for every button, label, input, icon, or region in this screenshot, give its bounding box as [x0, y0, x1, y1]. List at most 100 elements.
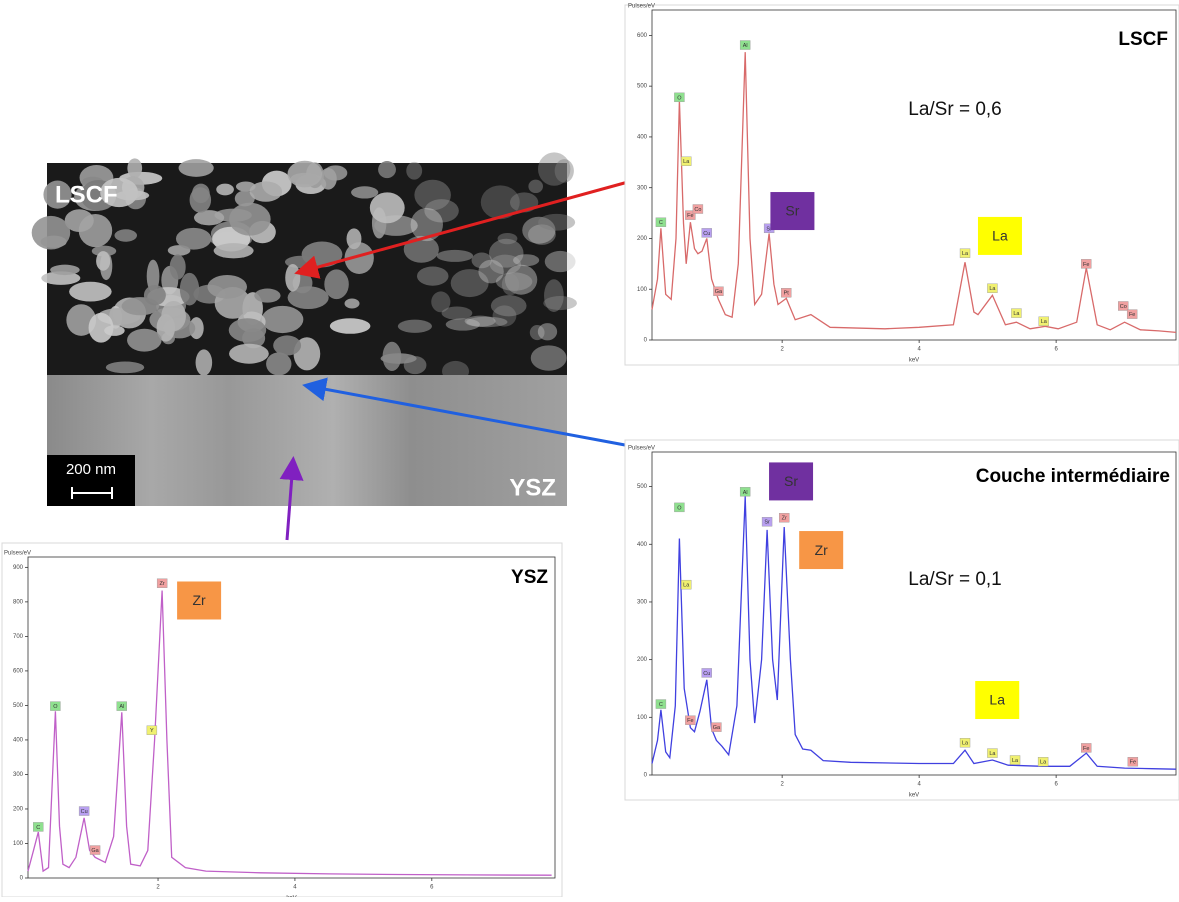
grain [91, 245, 117, 257]
grain [50, 264, 80, 276]
element-tag [987, 283, 998, 293]
sem-image: LSCF YSZ 200 nm [31, 152, 577, 506]
element-box-label: La [989, 692, 1005, 708]
y-tick-label: 500 [637, 84, 648, 90]
grain [189, 187, 212, 213]
grain [175, 227, 212, 250]
grain [143, 284, 166, 306]
grain [436, 249, 474, 262]
element-tag [987, 748, 998, 758]
element-tag [655, 217, 667, 227]
element-tag [1037, 757, 1049, 767]
y-tick-label: 300 [637, 185, 648, 191]
element-tag [1011, 308, 1022, 318]
x-tick-label: 4 [917, 347, 921, 353]
grain [195, 349, 213, 376]
element-tag-label: O [677, 505, 682, 511]
element-tag [116, 701, 127, 711]
grain [492, 305, 517, 327]
element-tag [681, 579, 692, 590]
y-axis-label: Pulses/eV [4, 551, 31, 557]
grain [445, 318, 480, 331]
element-box [975, 681, 1020, 720]
element-tag [89, 845, 101, 855]
x-axis-label: keV [909, 793, 919, 799]
element-tag-label: Cu [703, 671, 710, 677]
grain [431, 291, 451, 313]
grain [228, 318, 267, 342]
element-tag [1081, 743, 1092, 753]
chart-title: Couche intermédiaire [976, 466, 1170, 487]
grain [273, 335, 302, 356]
plot-area [651, 451, 1177, 776]
grain [114, 229, 138, 242]
grain [414, 179, 451, 211]
chart-title: LSCF [1118, 29, 1168, 50]
grain [537, 323, 558, 341]
y-tick-label: 300 [13, 772, 24, 778]
grain [554, 159, 574, 183]
x-tick-label: 4 [293, 885, 297, 891]
element-tag [674, 92, 685, 103]
element-tag-label: Al [743, 43, 748, 49]
grain [466, 316, 508, 328]
grain [380, 353, 417, 364]
grain [329, 318, 371, 334]
element-tag [1118, 301, 1129, 311]
grain [229, 343, 269, 364]
element-tag-label: Zr [160, 581, 165, 587]
element-box [799, 531, 844, 570]
element-tag-label: Pt [784, 291, 790, 297]
grain [41, 271, 81, 285]
element-tag-label: La [989, 286, 996, 292]
element-tag-label: Fe [687, 213, 693, 219]
element-tag [78, 806, 90, 816]
grain [397, 319, 432, 333]
element-tag [50, 701, 61, 711]
grain [105, 361, 145, 374]
grain [464, 315, 496, 327]
element-tag [1081, 259, 1092, 269]
spectrum-line [27, 590, 552, 876]
element-tag-label: La [1012, 758, 1019, 764]
element-box [769, 462, 814, 501]
chart-frame [624, 4, 1179, 366]
grain [410, 207, 443, 242]
scale-bar-label: 200 nm [66, 461, 116, 478]
y-tick-label: 0 [644, 773, 648, 779]
grain [501, 273, 520, 296]
element-tag [685, 715, 696, 725]
element-box [977, 216, 1022, 255]
grain [287, 286, 329, 310]
element-tag-label: Ga [713, 725, 721, 731]
grain [513, 254, 540, 267]
x-axis-label: keV [909, 358, 919, 364]
y-tick-label: 100 [637, 715, 648, 721]
grain [495, 272, 533, 291]
grain [543, 296, 577, 311]
element-tag [681, 156, 692, 166]
grain [96, 251, 111, 271]
element-tag-label: O [677, 95, 682, 101]
grain [490, 295, 527, 317]
y-axis-label: Pulses/eV [628, 4, 655, 10]
grain [43, 180, 72, 209]
element-tag-label: Fe [1083, 262, 1089, 268]
grain [530, 345, 567, 371]
element-tag-label: Al [119, 704, 124, 710]
grain [346, 228, 362, 250]
element-tag [713, 286, 724, 296]
y-tick-label: 200 [13, 807, 24, 813]
element-tag [156, 578, 168, 588]
y-tick-label: 0 [20, 876, 24, 882]
grain [88, 312, 114, 343]
element-tag-label: O [53, 704, 58, 710]
element-tag-label: La [962, 741, 969, 747]
grain [193, 210, 225, 226]
y-tick-label: 700 [13, 634, 24, 640]
grain [254, 288, 281, 303]
element-box-label: Zr [815, 542, 829, 558]
element-box [177, 581, 222, 620]
grain [471, 252, 493, 269]
